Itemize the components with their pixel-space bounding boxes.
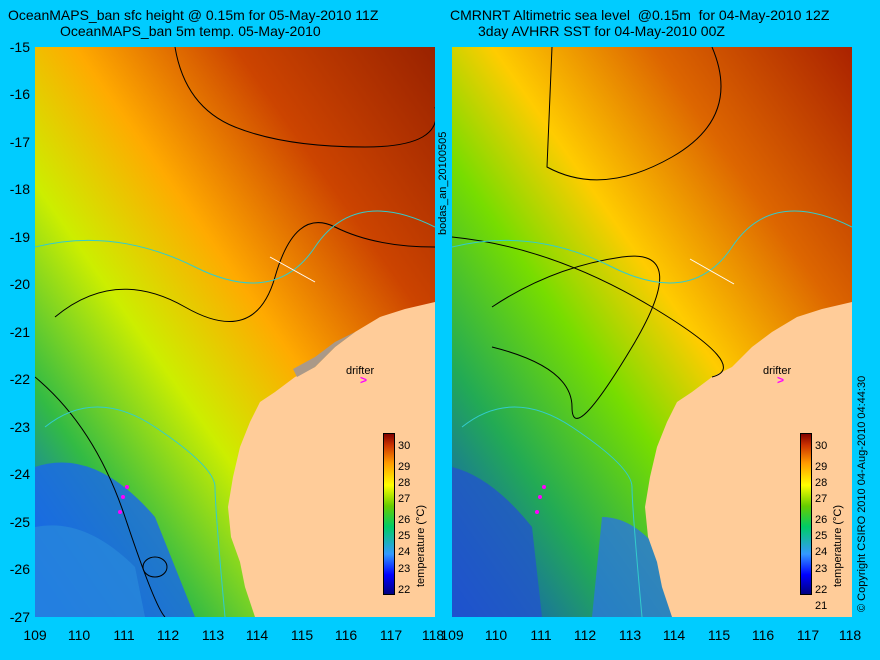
side-label: bodas_an_20100505 (437, 131, 449, 235)
x-tick-label: 110 (67, 627, 91, 643)
x-tick-label: 116 (751, 627, 775, 643)
left-sst-map (35, 47, 435, 617)
x-tick-label: 109 (23, 627, 47, 643)
x-tick-label: 114 (245, 627, 269, 643)
copyright-text: © Copyright CSIRO 2010 04-Aug-2010 04:44… (856, 375, 868, 612)
y-tick-label: -15 (9, 39, 30, 55)
x-tick-label: 109 (440, 627, 464, 643)
left-drifter-label: drifter (346, 365, 375, 377)
y-tick-label: -25 (9, 514, 30, 530)
right-cbar-tick: 30 (815, 440, 828, 452)
y-tick-label: -26 (9, 561, 30, 577)
right-sst-map (452, 47, 852, 617)
right-cbar-tick: 27 (815, 493, 828, 505)
right-cbar-tick: 26 (815, 514, 828, 526)
left-title-line1: OceanMAPS_ban sfc height @ 0.15m for 05-… (8, 7, 379, 23)
x-tick-label: 111 (113, 627, 135, 643)
right-drifter-label: drifter (763, 365, 792, 377)
right-title-line2: 3day AVHRR SST for 04-May-2010 00Z (478, 23, 725, 39)
left-cbar-tick: 23 (398, 563, 411, 575)
x-tick-label: 117 (796, 627, 820, 643)
left-cbar-tick: 29 (398, 461, 411, 473)
right-cbar-tick: 24 (815, 546, 828, 558)
x-tick-label: 110 (484, 627, 508, 643)
x-tick-label: 116 (334, 627, 358, 643)
left-cbar-tick: 24 (398, 546, 411, 558)
left-title-line2: OceanMAPS_ban 5m temp. 05-May-2010 (60, 23, 321, 39)
left-colorbar-label: temperature (°C) (415, 504, 427, 587)
x-tick-label: 112 (573, 627, 597, 643)
left-cbar-tick: 22 (398, 584, 411, 596)
x-tick-label: 118 (421, 627, 445, 643)
right-cbar-tick: 23 (815, 563, 828, 575)
y-tick-label: -22 (9, 371, 30, 387)
left-drifter-arrow-icon: > (360, 373, 368, 387)
left-map-panel: temperature (°C) drifter > (35, 47, 435, 617)
x-tick-label: 111 (530, 627, 552, 643)
right-cbar-tick: 22 (815, 584, 828, 596)
y-tick-label: -20 (9, 276, 30, 292)
x-tick-label: 117 (379, 627, 403, 643)
y-tick-label: -16 (9, 86, 30, 102)
y-tick-label: -23 (9, 419, 30, 435)
right-colorbar-label: temperature (°C) (832, 504, 844, 587)
left-colorbar (383, 433, 395, 595)
left-cbar-tick: 27 (398, 493, 411, 505)
x-tick-label: 114 (662, 627, 686, 643)
right-colorbar (800, 433, 812, 595)
left-cbar-tick: 25 (398, 530, 411, 542)
y-tick-label: -19 (9, 229, 30, 245)
left-cbar-tick: 26 (398, 514, 411, 526)
right-cbar-tick: 29 (815, 461, 828, 473)
right-drifter-arrow-icon: > (777, 373, 785, 387)
x-tick-label: 118 (838, 627, 862, 643)
y-tick-label: -17 (9, 134, 30, 150)
y-tick-label: -24 (9, 466, 30, 482)
left-cbar-tick: 28 (398, 477, 411, 489)
right-cbar-tick: 25 (815, 530, 828, 542)
y-tick-label: -27 (9, 609, 30, 625)
x-tick-label: 112 (156, 627, 180, 643)
y-tick-label: -21 (9, 324, 30, 340)
y-tick-label: -18 (9, 181, 30, 197)
left-cbar-tick: 30 (398, 440, 411, 452)
x-tick-label: 113 (618, 627, 642, 643)
right-cbar-tick: 21 (815, 600, 828, 612)
x-tick-label: 115 (290, 627, 314, 643)
right-cbar-tick: 28 (815, 477, 828, 489)
x-tick-label: 115 (707, 627, 731, 643)
right-map-panel: temperature (°C) drifter > (452, 47, 852, 617)
right-title-line1: CMRNRT Altimetric sea level @0.15m for 0… (450, 7, 830, 23)
x-tick-label: 113 (201, 627, 225, 643)
